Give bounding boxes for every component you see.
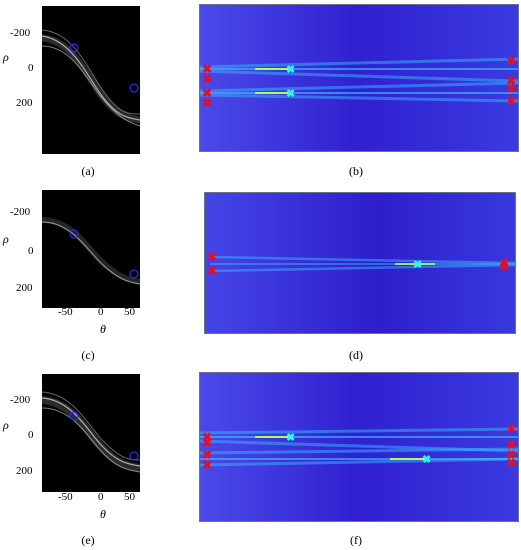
svg-text:✖: ✖ [202, 448, 212, 462]
source-marker: ✖ [422, 454, 431, 466]
hough-curves-c [42, 217, 140, 285]
xlabel-theta: θ [100, 507, 106, 521]
svg-text:✖: ✖ [202, 436, 212, 450]
xlabel-theta: θ [100, 322, 106, 336]
peak-marker [69, 43, 79, 53]
svg-text:✖: ✖ [207, 264, 217, 278]
ytick-200: 200 [16, 97, 33, 109]
svg-text:✖: ✖ [202, 86, 212, 100]
beam-pattern-d: ✖ ✖ ✖ ✖ ✖ [205, 193, 515, 333]
peak-marker [129, 83, 139, 93]
ytick-0: 0 [28, 429, 34, 441]
heatmap-b: ✖ ✖ ✖ ✖ ✖ ✖ ✖ ✖ ✖ ✖ [199, 4, 519, 152]
caption-c: (c) [81, 348, 95, 362]
ytick-0: 0 [28, 245, 34, 257]
xlabel-theta: θ [100, 140, 106, 154]
svg-text:✖: ✖ [506, 82, 516, 96]
xtick-50: 50 [124, 306, 135, 318]
endpoint-markers-right: ✖ ✖ ✖ ✖ [506, 54, 516, 108]
svg-text:✖: ✖ [506, 94, 516, 108]
xtick-0: 0 [98, 491, 104, 503]
ytick-200: 200 [16, 282, 33, 294]
ytick-neg200: -200 [10, 206, 31, 218]
heatmap-d: ✖ ✖ ✖ ✖ ✖ [204, 192, 516, 334]
hough-plot-c [42, 190, 140, 308]
caption-d: (d) [349, 348, 363, 362]
endpoint-markers-right: ✖ ✖ ✖ ✖ [506, 422, 516, 470]
source-marker: ✖ [286, 432, 295, 444]
hough-curves-e [42, 391, 140, 473]
hough-curves-a [42, 29, 140, 127]
svg-text:✖: ✖ [506, 438, 516, 452]
ytick-neg200: -200 [10, 27, 31, 39]
svg-text:✖: ✖ [506, 422, 516, 436]
svg-text:✖: ✖ [207, 250, 217, 264]
caption-a: (a) [81, 164, 95, 178]
xtick-neg50: -50 [58, 306, 73, 318]
source-marker: ✖ [286, 64, 295, 76]
peak-marker [129, 269, 139, 279]
endpoint-markers-right: ✖ ✖ [499, 256, 509, 274]
xtick-50: 50 [124, 123, 135, 135]
xtick-0: 0 [98, 306, 104, 318]
svg-text:✖: ✖ [202, 72, 212, 86]
caption-e: (e) [81, 533, 95, 547]
svg-text:✖: ✖ [202, 96, 212, 110]
hough-plot-a [42, 6, 140, 154]
svg-text:✖: ✖ [499, 256, 509, 270]
hough-plot-e [42, 374, 140, 492]
xtick-50: 50 [124, 491, 135, 503]
xtick-neg50: -50 [58, 491, 73, 503]
ytick-0: 0 [28, 62, 34, 74]
svg-text:✖: ✖ [202, 458, 212, 472]
svg-text:✖: ✖ [506, 456, 516, 470]
ytick-neg200: -200 [10, 394, 31, 406]
caption-b: (b) [349, 164, 363, 178]
svg-text:✖: ✖ [506, 54, 516, 68]
endpoint-markers-left: ✖ ✖ ✖ ✖ [202, 62, 212, 110]
caption-f: (f) [350, 533, 362, 547]
peak-marker [69, 229, 79, 239]
svg-text:✖: ✖ [202, 62, 212, 76]
ytick-200: 200 [16, 465, 33, 477]
heatmap-f: ✖ ✖ ✖ ✖ ✖ ✖ ✖ ✖ ✖ ✖ [199, 372, 519, 522]
svg-text:✖: ✖ [506, 74, 516, 88]
peak-marker [69, 411, 79, 421]
endpoint-markers-left: ✖ ✖ [207, 250, 217, 278]
ylabel-rho: ρ [3, 418, 9, 432]
source-marker: ✖ [413, 259, 422, 271]
svg-text:✖: ✖ [202, 430, 212, 444]
xtick-neg50: -50 [58, 123, 73, 135]
ylabel-rho: ρ [3, 50, 9, 64]
peak-marker [129, 451, 139, 461]
endpoint-markers-left: ✖ ✖ ✖ ✖ [202, 430, 212, 472]
source-marker: ✖ [286, 88, 295, 100]
ylabel-rho: ρ [3, 232, 9, 246]
beam-pattern-b: ✖ ✖ ✖ ✖ ✖ ✖ ✖ ✖ ✖ ✖ [200, 5, 518, 151]
xtick-0: 0 [98, 123, 104, 135]
svg-text:✖: ✖ [506, 448, 516, 462]
beam-pattern-f: ✖ ✖ ✖ ✖ ✖ ✖ ✖ ✖ ✖ ✖ [200, 373, 518, 521]
svg-text:✖: ✖ [499, 260, 509, 274]
